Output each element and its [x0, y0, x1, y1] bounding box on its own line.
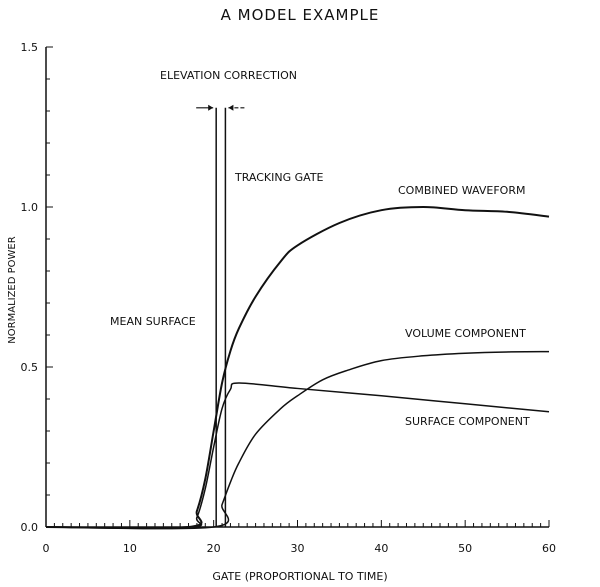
series-line-surface-component [45, 382, 550, 529]
annotation-tracking-gate: TRACKING GATE [234, 171, 324, 184]
annotation-mean-surface: MEAN SURFACE [110, 315, 196, 328]
series-line-combined-waveform [45, 205, 550, 530]
x-tick-label: 50 [458, 542, 472, 555]
label-combined-waveform: COMBINED WAVEFORM [398, 184, 525, 197]
y-tick-label: 1.0 [21, 201, 39, 214]
x-tick-label: 30 [291, 542, 305, 555]
y-tick-label: 0.0 [21, 521, 39, 534]
y-tick-label: 0.5 [21, 361, 39, 374]
x-tick-label: 60 [542, 542, 556, 555]
annotation-elevation-correction: ELEVATION CORRECTION [160, 69, 297, 82]
arrowhead-left-icon [228, 104, 234, 111]
x-tick-label: 0 [43, 542, 50, 555]
x-tick-label: 10 [123, 542, 137, 555]
y-tick-label: 1.5 [21, 41, 39, 54]
x-axis-label: GATE (PROPORTIONAL TO TIME) [212, 570, 387, 583]
chart-title: A MODEL EXAMPLE [221, 6, 380, 24]
arrowhead-right-icon [208, 104, 214, 111]
x-tick-label: 40 [374, 542, 388, 555]
x-tick-label: 20 [207, 542, 221, 555]
label-surface-component: SURFACE COMPONENT [405, 415, 530, 428]
series-line-volume-component [45, 350, 550, 530]
label-volume-component: VOLUME COMPONENT [405, 327, 526, 340]
y-axis-label: NORMALIZED POWER [7, 236, 18, 343]
